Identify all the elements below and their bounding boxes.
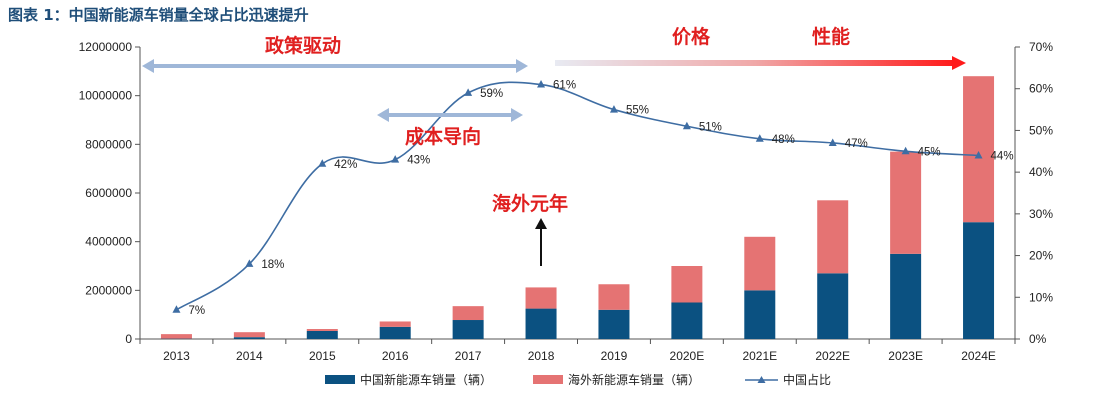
x-tick-label: 2016 [382, 349, 409, 363]
bar-overseas [233, 332, 265, 338]
share-data-label: 51% [699, 121, 722, 133]
bar-overseas [890, 151, 922, 254]
y-tick-label: 0 [125, 332, 132, 346]
bar-overseas [817, 200, 849, 274]
share-marker [464, 88, 473, 96]
annotation-performance: 性能 [812, 25, 850, 48]
bar-china [233, 337, 265, 339]
share-marker [828, 138, 837, 146]
figure-title: 图表 1：中国新能源车销量全球占比迅速提升 [8, 6, 309, 24]
policy-arrow [142, 59, 528, 73]
bar-china [525, 308, 557, 339]
y-axis-left: 0 2000000 4000000 6000000 8000000 10000000 120… [79, 40, 140, 346]
share-data-label: 43% [407, 155, 430, 167]
bar-china [890, 253, 922, 339]
share-data-label: 42% [334, 159, 357, 171]
y2-tick-label: 50% [1029, 123, 1053, 137]
annotation-price: 价格 [672, 25, 711, 48]
x-tick-label: 2015 [309, 349, 336, 363]
share-marker [245, 259, 254, 267]
x-tick-label: 2014 [236, 349, 263, 363]
bar-overseas [963, 76, 995, 223]
bar-china [817, 273, 849, 339]
x-tick-label: 2020E [670, 349, 705, 363]
share-marker [609, 105, 618, 113]
bar-overseas [160, 334, 192, 339]
x-tick-label: 2019 [601, 349, 628, 363]
share-data-label: 47% [845, 138, 868, 150]
bar-overseas [744, 236, 776, 291]
bar-overseas [379, 321, 411, 327]
legend-label-overseas: 海外新能源车销量（辆） [568, 372, 700, 387]
share-marker [537, 80, 546, 88]
bar-china [452, 320, 484, 339]
y-tick-label: 4000000 [85, 235, 132, 249]
x-tick-label: 2023E [888, 349, 923, 363]
share-marker [391, 155, 400, 163]
bar-overseas [598, 284, 630, 310]
y-tick-label: 2000000 [85, 283, 132, 297]
bar-overseas [671, 266, 703, 303]
share-data-label: 48% [772, 134, 795, 146]
share-data-label: 7% [188, 305, 205, 317]
y-tick-label: 6000000 [85, 186, 132, 200]
bar-overseas [525, 287, 557, 309]
x-tick-label: 2018 [528, 349, 555, 363]
share-data-label: 18% [261, 259, 284, 271]
share-line-group: 7% 18% 42% 43% 59% 61% 55% 51% 48% 47% 45% 44% [172, 80, 1014, 317]
bar-china [744, 290, 776, 339]
legend-swatch-overseas [533, 375, 563, 384]
bar-china [963, 222, 995, 339]
y2-tick-label: 0% [1029, 332, 1047, 346]
legend: 中国新能源车销量（辆） 海外新能源车销量（辆） 中国占比 [325, 372, 831, 387]
x-tick-label: 2024E [961, 349, 996, 363]
y2-tick-label: 20% [1029, 249, 1053, 263]
y-tick-label: 12000000 [79, 40, 133, 54]
bar-overseas [452, 306, 484, 321]
x-tick-label: 2017 [455, 349, 482, 363]
share-data-label: 45% [918, 146, 941, 158]
legend-swatch-share-marker [757, 376, 766, 383]
annotation-overseas-year: 海外元年 [492, 192, 568, 215]
share-data-label: 61% [553, 80, 576, 92]
legend-label-share: 中国占比 [783, 372, 831, 387]
legend-label-china: 中国新能源车销量（辆） [360, 372, 492, 387]
share-marker [974, 150, 983, 159]
annotation-cost: 成本导向 [405, 125, 481, 148]
bars-group [160, 76, 995, 339]
y-axis-right: 0% 10% 20% 30% 40% 50% 60% 70% [1015, 40, 1053, 346]
share-line [176, 81, 979, 311]
x-tick-label: 2022E [815, 349, 850, 363]
y-tick-label: 8000000 [85, 137, 132, 151]
x-tick-label: 2013 [163, 349, 190, 363]
share-marker [318, 159, 327, 167]
bar-china [306, 330, 338, 339]
share-marker [901, 146, 910, 155]
price-performance-arrow [555, 56, 966, 70]
legend-swatch-china [325, 375, 355, 384]
annotation-policy: 政策驱动 [265, 34, 341, 57]
share-marker [172, 305, 181, 313]
share-data-label: 44% [991, 150, 1014, 162]
x-tick-label: 2021E [742, 349, 777, 363]
bar-china [671, 302, 703, 339]
share-data-label: 59% [480, 88, 503, 100]
bar-china [379, 326, 411, 339]
x-axis: 2013 2014 2015 2016 2017 2018 2019 2020E 2021E 20… [139, 339, 1016, 363]
cost-arrow [377, 108, 523, 122]
y2-tick-label: 70% [1029, 40, 1053, 54]
share-marker [682, 121, 691, 130]
y-tick-label: 10000000 [79, 89, 133, 103]
share-data-label: 55% [626, 105, 649, 117]
bar-china [598, 309, 630, 339]
y2-tick-label: 40% [1029, 165, 1053, 179]
y2-tick-label: 10% [1029, 290, 1053, 304]
up-arrow [535, 218, 547, 266]
y2-tick-label: 30% [1029, 207, 1053, 221]
y2-tick-label: 60% [1029, 82, 1053, 96]
share-marker [755, 134, 764, 142]
bar-overseas [306, 329, 338, 331]
